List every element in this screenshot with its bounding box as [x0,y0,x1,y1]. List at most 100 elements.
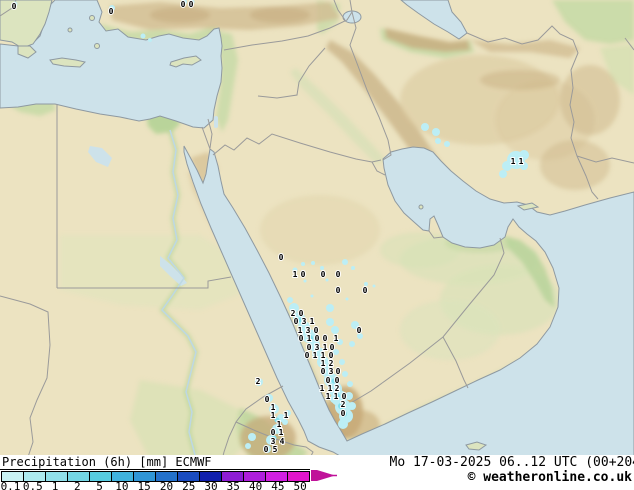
precipitation-patch [349,341,355,347]
precipitation-patch [345,392,353,400]
precipitation-patch [334,393,340,399]
qeshm-island [516,202,540,211]
legend-scale-label: 15 [137,480,151,490]
legend-scale-label: 45 [271,480,285,490]
precip-value-marker: 0 [323,334,328,343]
precip-value-marker: 1 [334,392,339,401]
precip-value-marker: 0 [342,392,347,401]
aegean-island [89,15,95,21]
precipitation-patch [326,318,334,326]
precipitation-patch [499,170,507,178]
dead-sea [214,116,218,128]
precip-value-marker: 1 [271,403,276,412]
legend-color-cell [222,472,243,481]
precipitation-patch [357,333,363,339]
precip-value-marker: 0 [314,326,319,335]
precipitation-patch [263,445,271,453]
precip-value-marker: 2 [256,377,261,386]
legend-color-cell [112,472,133,481]
precipitation-patch [337,339,343,345]
precip-value-marker: 2 [291,309,296,318]
precipitation-patch [301,262,305,266]
precip-value-marker: 0 [279,253,284,262]
peloponnese [17,45,37,59]
legend-color-cell [288,472,309,481]
rhodes-island [94,43,100,49]
forecast-datetime: Mo 17-03-2025 06..12 UTC (00+204 [389,455,634,470]
weather-map: 000 01 101 0 0 00 02 00 3 11 3 0 00 1 0 0 10 3 1 00 1 1 01 20 3 0… [0,0,634,460]
precipitation-patch [285,410,291,416]
legend-color-cell [24,472,45,481]
precipitation-patch [311,261,315,265]
precipitation-patch [148,38,152,42]
precip-value-marker: 0 [326,376,331,385]
precip-value-marker: 1 [298,326,303,335]
precipitation-patch [364,282,368,286]
aegean-island [67,27,73,33]
precip-value-marker: 0 [329,351,334,360]
precipitation-patch [331,378,337,384]
legend-title: Precipitation (6h) [mm] ECMWF [2,455,212,469]
precip-value-marker: 2 [335,384,340,393]
legend-color-cell [178,472,199,481]
legend-scale-label: 10 [115,480,129,490]
precipitation-patch [338,419,348,429]
precipitation-patch [303,279,307,283]
greece-land [0,0,53,49]
precipitation-patch [245,443,251,449]
precipitation-patch [265,394,273,402]
precip-value-marker: 0 [294,317,299,326]
copyright-text: © weatheronline.co.uk [467,470,632,485]
precip-value-marker: 0 [357,326,362,335]
red-sea-arabian-sea [183,145,634,460]
legend-arrow-icon [311,470,337,481]
precip-value-marker: 0 [12,2,17,11]
precipitation-patch [421,123,429,131]
precip-value-marker: 1 [321,359,326,368]
legend-color-cell [200,472,221,481]
precip-value-marker: 1 [284,411,289,420]
precip-value-marker: 0 [109,7,114,16]
precip-value-marker: 0 [336,270,341,279]
precip-value-marker: 0 [330,343,335,352]
precipitation-patch [502,161,512,171]
precip-value-marker: 0 [305,351,310,360]
country-borders [0,0,634,460]
precipitation-patch [269,404,279,414]
precip-value-marker: 3 [315,343,320,352]
legend-scale-label: 30 [204,480,218,490]
precip-value-marker: 0 [315,334,320,343]
legend-scale-label: 50 [293,480,307,490]
legend-color-cell [90,472,111,481]
precipitation-patch [320,266,324,270]
legend-scale-label: 25 [182,480,196,490]
legend-scale-label: 40 [248,480,263,490]
legend-color-cell [46,472,67,481]
precipitation-patch [347,381,353,387]
precipitation-value-markers: 000 01 101 0 0 00 02 00 3 11 3 0 00 1 0 0 10 3 1 00 1 1 01 20 3 0… [11,0,525,455]
precipitation-patch [331,326,339,334]
precip-value-marker: 2 [329,359,334,368]
legend-scale-label: 35 [226,480,240,490]
precipitation-patch [255,378,263,386]
islands-layer [0,0,540,451]
precip-value-marker: 1 [279,428,284,437]
precipitation-patch [339,359,345,365]
legend-color-cell [134,472,155,481]
legend-scale-labels: 0.1 0.5 1 2 5 10 15 20 25 30 35 40 45 50 [0,480,340,490]
precip-value-marker: 0 [301,270,306,279]
precipitation-patch [520,162,528,170]
precip-value-marker: 3 [329,367,334,376]
precip-value-marker: 1 [334,334,339,343]
precipitation-patch [444,141,450,147]
precipitation-patch [351,266,355,270]
cyprus-island [169,55,202,68]
socotra-island [465,441,488,451]
precipitation-patch [12,1,18,7]
precipitation-patch [351,321,359,329]
legend-scale-label: 20 [159,480,174,490]
precipitation-patches [12,0,529,453]
precipitation-patch [325,278,329,282]
precipitation-patch [435,138,441,144]
legend-scale-label: 1 [51,480,59,490]
